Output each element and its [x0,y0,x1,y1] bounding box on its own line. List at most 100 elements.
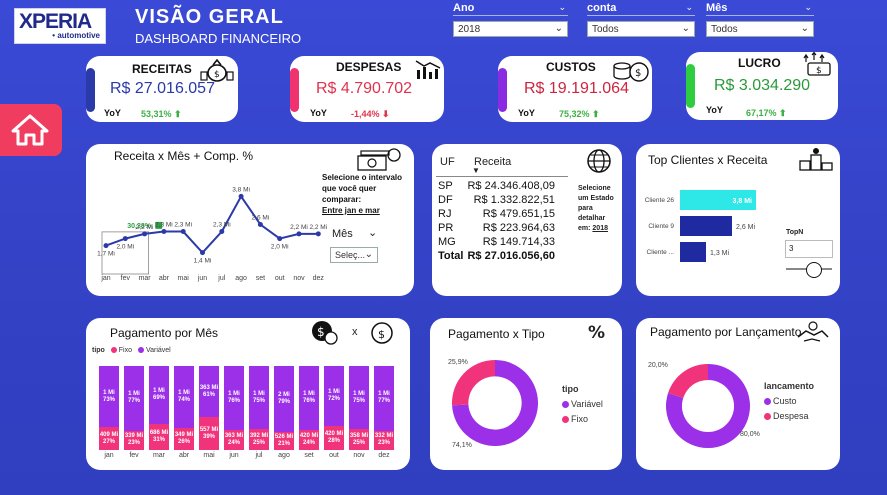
brand-sub: • automotive [52,31,100,40]
bar-fixo[interactable] [224,429,244,450]
exchange-icon: $ [371,322,393,344]
kpi-accent-bar [290,68,299,112]
filter-conta-chevron-icon[interactable]: ⌄ [685,2,693,12]
table-row[interactable]: SP R$ 24.346.408,09 [436,179,557,193]
bar-fixo[interactable] [324,426,344,450]
pagamento-mes-legend: tipo Fixo Variável [92,347,171,354]
svg-text:$: $ [635,68,641,79]
bar-label-fixo: 363 Mi 24% [224,432,244,446]
data-label: 2,3 Mi [213,222,231,229]
topn-label: TopN [786,229,804,236]
x-tick-label: jan [104,452,114,459]
bar-variavel[interactable] [99,366,119,428]
filter-ano-select[interactable]: 2018 ⌄ [453,21,568,37]
data-label: 2,2 Mi [136,224,154,231]
bar-variavel[interactable] [249,366,269,429]
x-tick-label: jul [255,452,263,459]
home-button[interactable] [0,104,62,156]
sort-desc-icon[interactable]: ▼ [472,166,480,175]
table-row[interactable]: DF R$ 1.332.822,51 [436,193,557,207]
bar-fixo[interactable] [124,430,144,450]
bar-variavel[interactable] [274,366,294,433]
total-value: R$ 27.016.056,60 [467,250,555,262]
bar-fixo[interactable] [349,429,369,450]
legend-variavel[interactable]: Variável [145,347,171,354]
x-tick-label: nov [353,452,365,459]
filter-ano-chevron-icon[interactable]: ⌄ [558,2,566,12]
kpi-title: CUSTOS [546,60,596,74]
bar-fixo[interactable] [174,428,194,450]
topn-input[interactable]: 3 [785,240,833,258]
table-row[interactable]: RJ R$ 479.651,15 [436,207,557,221]
podium-icon [799,148,833,171]
kpi-value: R$ 27.016.057 [110,80,215,97]
bar-variavel[interactable] [374,366,394,431]
uf-cell: SP [438,180,453,192]
table-row[interactable]: MG R$ 149.714,33 [436,235,557,249]
receita-header[interactable]: Receita [474,156,512,168]
bar-label-variavel: 2 Mi 79% [277,392,290,406]
bar-label-fixo: 526 Mi 21% [274,434,294,448]
x-tick-label: mar [139,275,152,282]
mes-slicer-select[interactable]: Seleç... ⌄ [330,247,378,263]
bar-variavel[interactable] [299,366,319,430]
x-tick-label: out [275,275,285,282]
chevron-down-icon[interactable]: ⌄ [368,227,378,239]
uf-cell: DF [438,194,453,206]
kpi-yoy-value: 75,32% ⬆ [559,109,600,119]
bar-fixo[interactable] [99,427,119,450]
filter-mes[interactable]: Mês ⌄ Todos ⌄ [706,2,814,40]
bar-variavel[interactable] [324,366,344,427]
pagamento-lancamento-card: Pagamento por Lançamento 20,0% 80,0% lan… [636,318,840,470]
filter-conta-select[interactable]: Todos ⌄ [587,21,695,37]
legend-fixo[interactable]: Fixo [118,347,133,354]
legend-item-variavel[interactable]: Variável [562,397,603,412]
legend-item-despesa[interactable]: Despesa [764,409,814,424]
bar-label-variavel: 1 Mi 72% [327,389,340,403]
bar-variavel[interactable] [149,366,169,424]
legend-item-fixo[interactable]: Fixo [562,412,603,427]
x-tick-label: jun [229,452,239,459]
pagamento-mes-title: Pagamento por Mês [110,326,219,340]
data-point [277,236,283,242]
uf-header[interactable]: UF [440,156,455,168]
data-label: 2,0 Mi [271,244,289,251]
legend-title: tipo [92,347,105,354]
bar-fixo[interactable] [249,429,269,450]
pagamento-lancamento-title: Pagamento por Lançamento [650,325,802,339]
receita-mes-title: Receita x Mês + Comp. % [114,149,254,163]
chevron-down-icon: ⌄ [364,249,373,260]
bar-fixo[interactable] [199,417,219,450]
bar [680,216,732,236]
bar-fixo[interactable] [374,430,394,450]
filter-conta[interactable]: conta ⌄ Todos ⌄ [587,2,695,40]
filter-mes-select[interactable]: Todos ⌄ [706,21,814,37]
bar-label-fixo: 332 Mi 23% [374,433,394,447]
bar-fixo[interactable] [274,432,294,450]
bar-label-variavel: 1 Mi 75% [252,390,265,404]
bar-label: 2,6 Mi [736,224,756,231]
table-row[interactable]: PR R$ 223.964,63 [436,221,557,235]
selector-line: comparar: [322,195,362,204]
series-line [105,194,319,255]
bar-variavel[interactable] [349,366,369,429]
bar-fixo[interactable] [149,423,169,450]
bar-fixo[interactable] [299,429,319,450]
legend-item-custo[interactable]: Custo [764,394,814,409]
bar-variavel[interactable] [224,366,244,430]
bar-variavel[interactable] [124,366,144,431]
filter-mes-chevron-icon[interactable]: ⌄ [804,2,812,12]
filter-conta-value: Todos [592,24,619,35]
filter-ano[interactable]: Ano ⌄ 2018 ⌄ [453,2,568,40]
bar-label-variavel: 1 Mi 75% [352,390,365,404]
x-tick-label: abr [159,275,170,282]
pagamento-mes-card: Pagamento por Mês $ x $ tipo Fixo Variáv… [86,318,410,470]
topn-slider-handle[interactable] [806,262,822,278]
top-clientes-card: Top Clientes x Receita Cliente 26 3,8 Mi C… [636,144,840,296]
legend-dot [562,401,569,409]
x-tick-label: set [256,275,265,282]
data-point [296,231,302,237]
bar-variavel[interactable] [199,366,219,418]
bar-variavel[interactable] [174,366,194,429]
kpi-title: DESPESAS [336,60,402,74]
